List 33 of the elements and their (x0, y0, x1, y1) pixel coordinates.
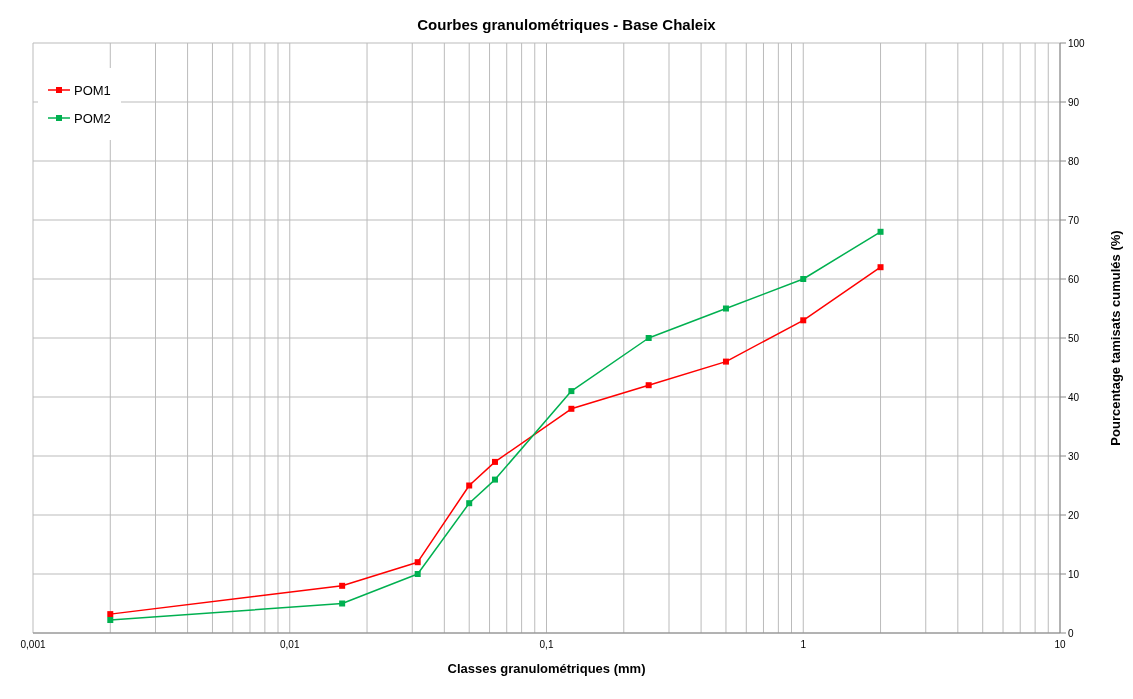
point (491, 476, 498, 483)
point (800, 276, 807, 282)
x-tick-label: 0,01 (280, 639, 300, 651)
point (645, 382, 652, 389)
y-tick-label: 100 (1068, 37, 1086, 49)
point (877, 264, 884, 271)
point (722, 358, 729, 365)
y-tick-label: 90 (1068, 96, 1080, 108)
y-tick-label: 80 (1068, 155, 1080, 167)
legend-label: POM1 (74, 82, 111, 98)
x-tick-label: 1 (800, 639, 807, 651)
point (877, 228, 884, 235)
y-tick-label: 50 (1068, 332, 1080, 344)
y-tick-label: 60 (1068, 273, 1080, 285)
point (491, 458, 498, 465)
y-tick-label: 70 (1068, 214, 1080, 226)
y-tick-label: 10 (1068, 568, 1080, 580)
y-axis-title: Pourcentage tamisats cumulés (%) (1107, 230, 1123, 446)
x-tick-label: 10 (1054, 639, 1066, 651)
point (568, 405, 575, 412)
y-tick-label: 40 (1068, 391, 1080, 403)
y-tick-label: 20 (1068, 509, 1080, 521)
y-tick-label: 0 (1068, 627, 1074, 639)
x-axis-title: Classes granulométriques (mm) (447, 661, 646, 676)
x-tick-label: 0,001 (20, 639, 46, 651)
point (722, 305, 729, 312)
point (800, 317, 807, 324)
point (568, 388, 575, 395)
chart-title: Courbes granulométriques - Base Chaleix (416, 15, 717, 33)
y-tick-label: 30 (1068, 450, 1080, 462)
point (645, 335, 652, 341)
legend-label: POM2 (74, 110, 111, 126)
x-tick-label: 0,1 (539, 639, 554, 651)
